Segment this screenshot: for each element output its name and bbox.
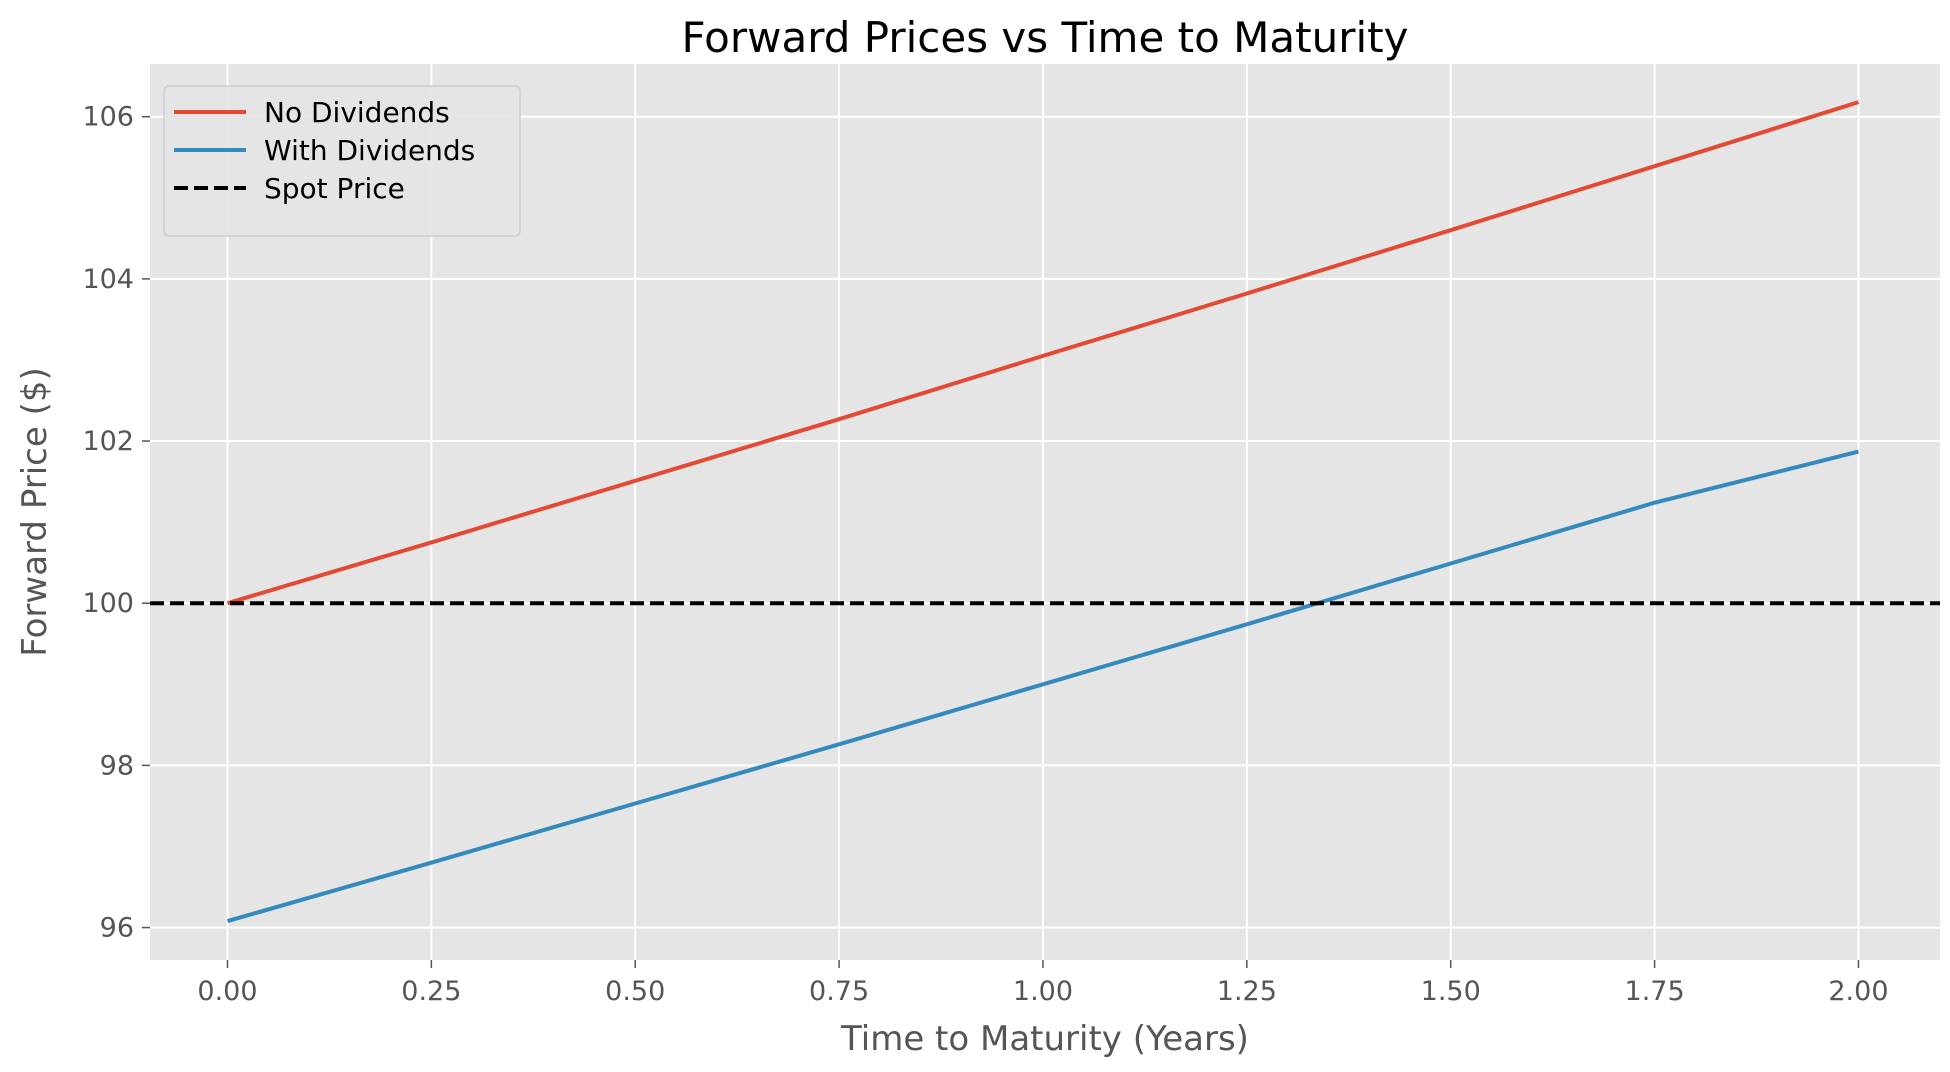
series-line-no-dividends	[226, 100, 1860, 606]
x-axis-label: Time to Maturity (Years)	[840, 1019, 1249, 1059]
series-lines	[150, 100, 1940, 924]
x-tick-label: 1.50	[1421, 976, 1481, 1007]
legend-box	[163, 85, 521, 237]
y-axis-ticks: 96 98 100 102 104 106	[82, 102, 150, 944]
legend-label: With Dividends	[264, 134, 475, 167]
legend-label: Spot Price	[264, 172, 405, 205]
x-tick-label: 1.25	[1217, 976, 1277, 1007]
grid-lines	[150, 64, 1940, 960]
legend-label: No Dividends	[264, 96, 450, 129]
x-tick-label: 2.00	[1828, 976, 1888, 1007]
y-tick-label: 100	[82, 588, 134, 619]
y-tick-label: 96	[100, 913, 134, 944]
series-line-with-dividends	[226, 449, 1859, 924]
x-tick-label: 0.25	[401, 976, 461, 1007]
y-tick-label: 102	[82, 426, 134, 457]
y-tick-label: 104	[82, 264, 134, 295]
x-tick-label: 0.75	[809, 976, 869, 1007]
y-tick-label: 98	[100, 750, 134, 781]
x-tick-label: 0.50	[605, 976, 665, 1007]
y-axis-label: Forward Price ($)	[15, 367, 55, 656]
x-tick-label: 1.00	[1013, 976, 1073, 1007]
chart-title: Forward Prices vs Time to Maturity	[681, 13, 1408, 62]
legend: No Dividends With Dividends Spot Price	[163, 85, 521, 237]
x-tick-label: 1.75	[1625, 976, 1685, 1007]
y-tick-label: 106	[82, 102, 134, 133]
x-tick-label: 0.00	[197, 976, 257, 1007]
x-axis-ticks: 0.00 0.25 0.50 0.75 1.00 1.25 1.50 1.75 2.00	[197, 960, 1889, 1007]
